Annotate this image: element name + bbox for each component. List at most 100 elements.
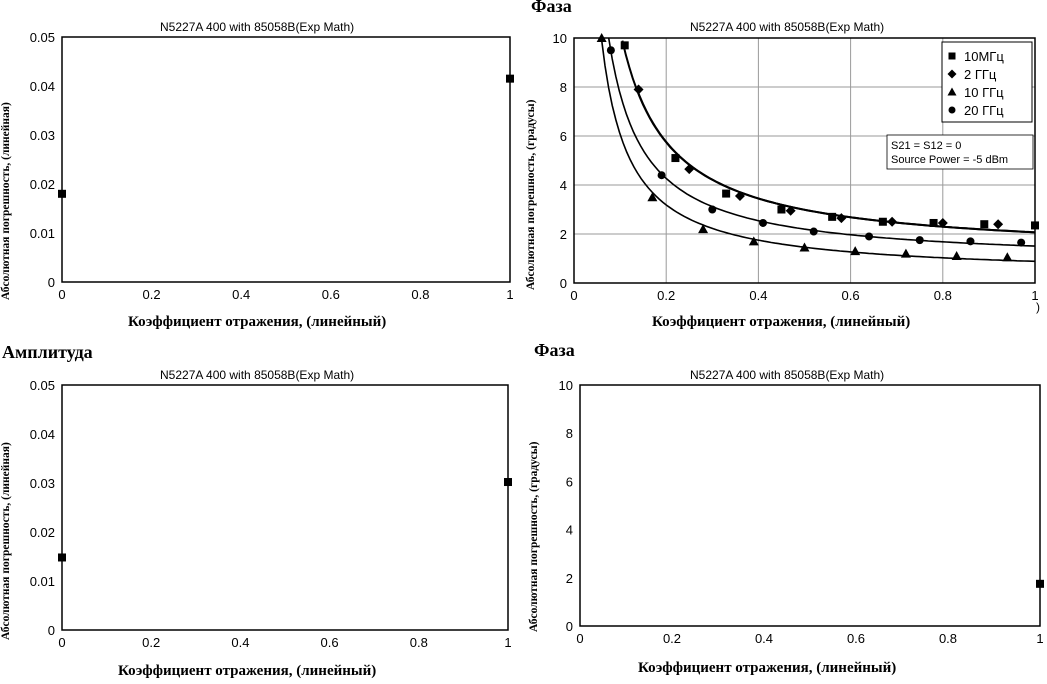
- y-tick-label: 8: [566, 426, 573, 441]
- y-tick-label: 2: [566, 571, 573, 586]
- y-tick-label: 0: [566, 619, 573, 634]
- y-tick-label: 0.02: [30, 525, 55, 540]
- plot-frame: [573, 37, 1036, 284]
- y-tick-label: 0.03: [30, 476, 55, 491]
- data-point: [684, 164, 695, 175]
- y-tick-label: 0.04: [30, 79, 55, 94]
- annotation-box: [886, 134, 1034, 170]
- data-point: [785, 205, 796, 216]
- data-point: [671, 154, 680, 163]
- data-point: [828, 212, 837, 221]
- x-tick-label: 0.8: [411, 287, 429, 302]
- x-tick-label: 0.2: [657, 288, 675, 303]
- x-tick-label: 0.2: [142, 635, 160, 650]
- x-tick-label: 1: [506, 287, 513, 302]
- data-point: [596, 33, 607, 42]
- y-tick-label: 2: [560, 227, 567, 242]
- y-tick-label: 4: [566, 523, 573, 538]
- data-point: [748, 236, 759, 246]
- y-tick-label: 6: [560, 129, 567, 144]
- series-line: [635, 87, 1036, 234]
- plot-frame: [61, 36, 511, 283]
- y-tick-label: 0: [48, 623, 55, 638]
- x-tick-label: 0.8: [939, 631, 957, 646]
- chart-title: N5227A 400 with 85058B(Exp Math): [690, 368, 885, 382]
- x-tick-label: 0.8: [934, 288, 952, 303]
- data-point: [980, 220, 989, 229]
- y-tick-label: 0.05: [30, 378, 55, 393]
- x-tick-label: 0.2: [663, 631, 681, 646]
- x-tick-label: 0.4: [755, 631, 773, 646]
- data-point: [937, 217, 948, 228]
- legend-marker: [947, 87, 957, 96]
- y-tick-label: 0.01: [30, 226, 55, 241]
- data-point: [620, 41, 629, 50]
- data-point: [966, 237, 975, 246]
- data-point: [1002, 252, 1013, 262]
- data-point: [58, 189, 66, 198]
- y-tick-label: 8: [560, 80, 567, 95]
- data-point: [887, 216, 898, 227]
- data-point: [647, 192, 658, 202]
- data-point: [1017, 238, 1026, 247]
- y-tick-label: 0.05: [30, 30, 55, 45]
- y-tick-label: 0: [560, 276, 567, 291]
- y-tick-label: 0.02: [30, 177, 55, 192]
- y-tick-label: 10: [553, 31, 567, 46]
- data-point: [799, 242, 810, 252]
- x-tick-label: 0: [576, 631, 583, 646]
- data-point: [722, 189, 731, 198]
- data-point: [606, 46, 615, 55]
- data-point: [506, 74, 514, 83]
- x-tick-label: 1: [1036, 631, 1043, 646]
- x-axis-label: Коэффициент отражения, (линейный): [652, 314, 911, 330]
- y-tick-label: 0.03: [30, 128, 55, 143]
- x-tick-label: 0.2: [143, 287, 161, 302]
- data-point: [865, 232, 874, 241]
- data-point: [836, 213, 847, 224]
- x-tick-label: 0.6: [322, 287, 340, 302]
- data-point: [759, 218, 768, 227]
- x-axis-label: Коэффициент отражения, (линейный): [638, 660, 897, 676]
- data-point: [850, 246, 861, 256]
- data-point: [1031, 221, 1039, 230]
- x-tick-label: 0.6: [847, 631, 865, 646]
- x-tick-label: 0.6: [842, 288, 860, 303]
- legend-box: [941, 41, 1033, 123]
- chart-title: N5227A 400 with 85058B(Exp Math): [690, 20, 885, 34]
- legend-marker: [948, 52, 956, 60]
- phase-section-title-top: Фаза: [531, 0, 572, 16]
- data-point: [504, 478, 512, 487]
- y-tick-label: 0.04: [30, 427, 55, 442]
- legend-marker: [947, 69, 957, 79]
- annotation-text: Source Power = -5 dBm: [891, 154, 1008, 166]
- x-tick-label: 1: [1031, 288, 1038, 303]
- y-tick-label: 0: [48, 275, 55, 290]
- x-tick-label: 0.4: [231, 635, 249, 650]
- y-tick-label: 0.01: [30, 574, 55, 589]
- x-tick-label: 0.8: [410, 635, 428, 650]
- data-point: [633, 84, 644, 95]
- stray-mark: ): [1036, 300, 1040, 314]
- data-point: [777, 205, 786, 214]
- data-point: [58, 553, 66, 562]
- x-axis-label: Коэффициент отражения, (линейный): [118, 663, 377, 679]
- data-point: [809, 227, 818, 236]
- plot-frame: [579, 384, 1041, 627]
- amplitude-section-title: Амплитуда: [2, 342, 93, 362]
- chart-title: N5227A 400 with 85058B(Exp Math): [160, 368, 355, 382]
- data-point: [1036, 579, 1044, 588]
- data-point: [929, 218, 938, 227]
- x-tick-label: 0.4: [749, 288, 767, 303]
- legend-label: 10МГц: [964, 49, 1004, 64]
- legend-label: 20 ГГц: [964, 103, 1004, 118]
- x-tick-label: 1: [504, 635, 511, 650]
- series-line: [607, 37, 1036, 247]
- data-point: [951, 251, 962, 261]
- series-line: [600, 37, 1036, 263]
- y-tick-label: 10: [559, 378, 573, 393]
